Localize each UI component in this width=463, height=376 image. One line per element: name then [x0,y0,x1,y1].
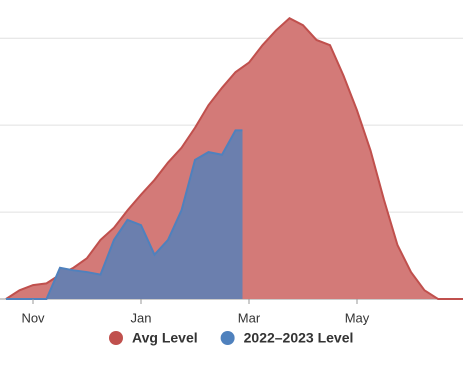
area-line [6,129,243,300]
area-line [5,17,463,300]
area-fill [6,130,243,299]
x-tick-label: Nov [21,310,45,325]
x-tick-label: Mar [238,310,261,325]
legend-marker [220,331,235,345]
legend-label: 2022–2023 Level [244,330,354,346]
legend-marker [109,331,123,345]
legend-label: Avg Level [132,330,198,346]
x-tick-label: May [345,310,370,325]
x-tick-label: Jan [131,310,152,325]
